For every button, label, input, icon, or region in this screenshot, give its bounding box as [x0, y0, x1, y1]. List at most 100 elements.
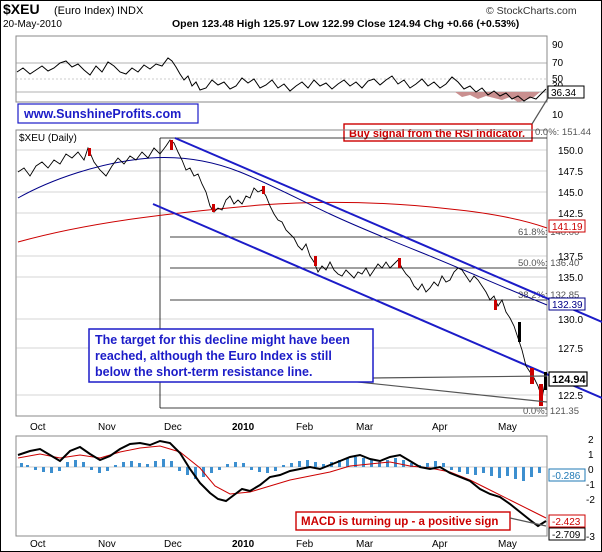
price-tick: 142.5	[558, 209, 583, 220]
fib-label: 0.0%: 121.35	[523, 406, 579, 417]
header-symbol: $XEU	[3, 1, 40, 17]
ma-200-value-box	[548, 219, 586, 233]
ma-200-line	[17, 201, 548, 243]
last-price-box	[548, 371, 588, 387]
x-axis-bottom: Oct Nov Dec 2010 Feb Mar Apr May	[30, 539, 517, 550]
x-tick: 2010	[232, 539, 255, 550]
macd-value: -2.709	[552, 530, 581, 541]
x-axis-middle: Oct Nov Dec 2010 Feb Mar Apr May	[30, 422, 517, 433]
candle	[518, 322, 521, 342]
macd-value-box	[548, 527, 586, 541]
rsi-panel: 90 70 50 30 10 36.34	[15, 35, 585, 121]
rsi-oversold-fill	[455, 92, 540, 102]
price-line	[17, 139, 547, 400]
fib-label: 0.0%: 151.44	[535, 127, 591, 138]
candle	[494, 300, 497, 310]
x-tick: May	[498, 422, 517, 433]
candle	[539, 384, 543, 406]
price-y-axis: 150.0 147.5 145.0 142.5 137.5 135.0 130.…	[558, 146, 583, 402]
macd-line	[17, 439, 547, 528]
ma-50-value: 132.39	[552, 300, 583, 311]
price-tick: 135.0	[558, 273, 583, 284]
rsi-tick: 10	[552, 110, 564, 121]
price-tick: 130.0	[558, 315, 583, 326]
x-tick: Mar	[356, 539, 374, 550]
price-annotation-line: The target for this decline might have b…	[95, 333, 350, 347]
rsi-line	[16, 57, 547, 102]
macd-tick: 1	[588, 450, 594, 461]
x-tick: Feb	[296, 422, 314, 433]
x-tick: Oct	[30, 539, 46, 550]
x-tick: Oct	[30, 422, 46, 433]
x-tick: 2010	[232, 422, 255, 433]
x-tick: Apr	[432, 539, 448, 550]
rsi-value-label: 36.34	[551, 88, 576, 99]
fib-lines	[160, 137, 547, 409]
macd-annotation-pointer	[509, 517, 547, 527]
x-tick: Mar	[356, 422, 374, 433]
x-tick: Feb	[296, 539, 314, 550]
support-line	[152, 203, 602, 399]
price-tick: 122.5	[558, 391, 583, 402]
header-ohlc: Open 123.48 High 125.97 Low 122.99 Close…	[172, 18, 519, 30]
candle	[262, 186, 265, 194]
x-tick: Apr	[432, 422, 448, 433]
x-tick: Dec	[164, 539, 182, 550]
header-exchange: INDX	[117, 5, 144, 17]
rsi-value-box	[547, 85, 585, 99]
price-panel-label: $XEU (Daily)	[19, 133, 77, 144]
price-tick: 137.5	[558, 252, 583, 263]
fib-label: 38.2%: 132.85	[518, 290, 579, 301]
macd-hist-value-box	[548, 468, 586, 482]
watermark-text: www.SunshineProfits.com	[23, 107, 181, 121]
price-annotation-box	[88, 328, 374, 383]
watermark-box	[17, 103, 199, 124]
macd-hist-value: -0.286	[552, 471, 581, 482]
candle	[398, 258, 401, 268]
resistance-line	[174, 137, 602, 323]
price-tick: 145.0	[558, 188, 583, 199]
candle	[212, 204, 215, 212]
price-annotation-line: below the short-term resistance line.	[95, 365, 312, 379]
annotation-pointer	[372, 375, 548, 379]
price-annotation-line: reached, although the Euro Index is stil…	[95, 349, 332, 363]
price-tick: 127.5	[558, 344, 583, 355]
x-tick: Nov	[98, 422, 116, 433]
header-copyright: © StockCharts.com	[486, 5, 577, 17]
price-tick: 147.5	[558, 167, 583, 178]
macd-tick: -2	[586, 495, 595, 506]
x-tick: Dec	[164, 422, 182, 433]
macd-tick: -3	[586, 532, 595, 543]
price-frame	[15, 129, 548, 417]
rsi-tick: 90	[552, 40, 564, 51]
macd-signal-value: -2.423	[552, 517, 581, 528]
macd-annotation-box	[295, 511, 511, 531]
price-panel: $XEU (Daily) 0.0%: 151.44 61.8%: 140.00 …	[15, 127, 602, 417]
candle	[88, 148, 91, 156]
macd-tick: 2	[588, 435, 594, 446]
price-tick: 150.0	[558, 146, 583, 157]
candle	[170, 140, 173, 150]
rsi-annotation-text: Buy signal from the RSI indicator.	[349, 128, 525, 140]
x-tick: May	[498, 539, 517, 550]
macd-frame	[15, 435, 548, 537]
rsi-tick: 50	[552, 74, 564, 85]
candle	[544, 372, 547, 390]
fib-label: 50.0%: 136.40	[518, 258, 579, 269]
ma-50-line	[17, 157, 548, 306]
macd-panel: 2 1 0 -1 -2 -3 -0.286 -2.423 -2.709 MACD…	[15, 435, 595, 543]
macd-tick: -1	[586, 480, 595, 491]
header-name: (Euro Index)	[54, 5, 115, 17]
header-date: 20-May-2010	[3, 19, 62, 30]
macd-y-axis: 2 1 0 -1 -2 -3	[586, 435, 595, 543]
ma-50-value-box	[548, 297, 586, 311]
candle	[314, 256, 317, 266]
rsi-frame	[15, 35, 548, 103]
x-tick: Nov	[98, 539, 116, 550]
rsi-tick: 70	[552, 58, 564, 69]
macd-annotation-text: MACD is turning up - a positive sign	[301, 516, 498, 528]
last-price-value: 124.94	[552, 374, 587, 386]
rsi-annotation-box	[343, 123, 533, 142]
macd-tick: 0	[588, 465, 594, 476]
